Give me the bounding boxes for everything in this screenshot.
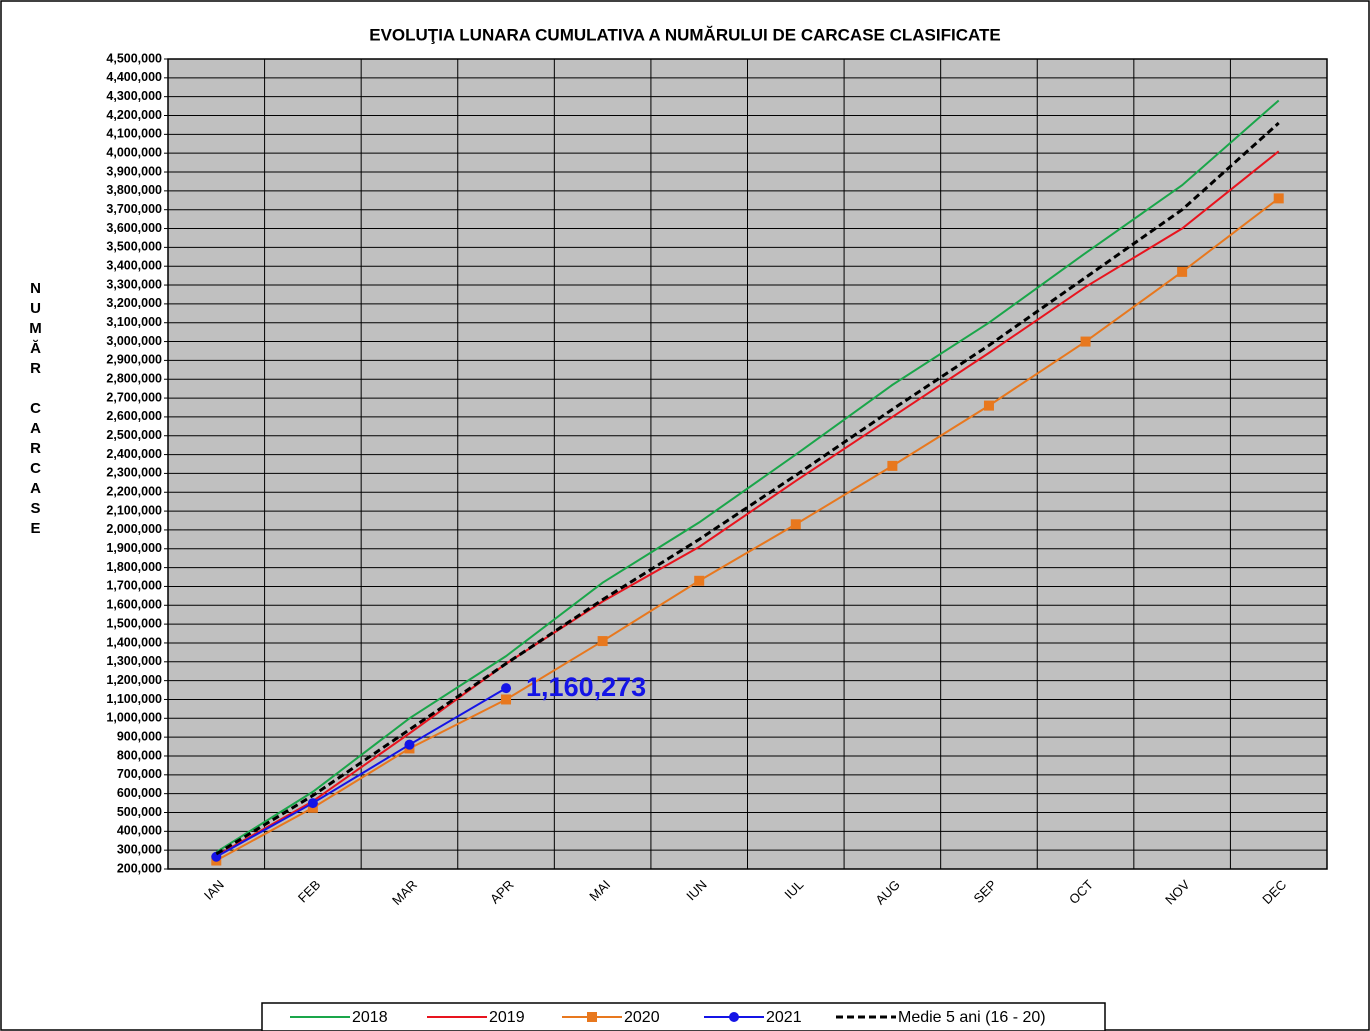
y-tick-label: 2,800,000 [106, 372, 162, 386]
y-tick-label: 4,100,000 [106, 127, 162, 141]
series-line [215, 150, 1280, 857]
y-tick-label: 2,400,000 [106, 447, 162, 461]
marker [1080, 336, 1091, 347]
legend-label: 2019 [489, 1009, 525, 1026]
y-tick-label: 1,600,000 [106, 598, 162, 612]
y-tick-label: 2,700,000 [106, 390, 162, 404]
y-tick-label: 3,500,000 [106, 240, 162, 254]
legend-label: 2020 [624, 1009, 660, 1026]
y-tick-label: 4,200,000 [106, 108, 162, 122]
y-tick-label: 300,000 [117, 842, 162, 856]
y-tick-label: 700,000 [117, 767, 162, 781]
marker [501, 694, 512, 705]
y-tick-label: 1,100,000 [106, 692, 162, 706]
y-tick-label: 3,400,000 [106, 259, 162, 273]
marker [597, 636, 608, 647]
marker [1177, 266, 1188, 277]
series-line [215, 687, 507, 858]
y-tick-label: 500,000 [117, 805, 162, 819]
y-tick-label: 3,000,000 [106, 334, 162, 348]
y-tick-label: 900,000 [117, 729, 162, 743]
y-tick-label: 1,700,000 [106, 579, 162, 593]
marker [887, 460, 898, 471]
y-tick-label: 1,300,000 [106, 654, 162, 668]
y-tick-label: 3,800,000 [106, 183, 162, 197]
y-tick-label: 2,100,000 [106, 503, 162, 517]
y-tick-label: 2,900,000 [106, 353, 162, 367]
y-tick-label: 200,000 [117, 861, 162, 875]
y-tick-label: 2,000,000 [106, 522, 162, 536]
series-line [215, 99, 1280, 853]
legend-label: 2021 [766, 1009, 802, 1026]
y-tick-label: 1,900,000 [106, 541, 162, 555]
y-tick-label: 3,900,000 [106, 164, 162, 178]
y-tick-label: 1,400,000 [106, 635, 162, 649]
y-tick-label: 600,000 [117, 786, 162, 800]
marker [211, 851, 222, 862]
y-tick-label: 3,700,000 [106, 202, 162, 216]
y-axis-label: NUMĂR CARCASE [27, 280, 44, 540]
marker [983, 400, 994, 411]
y-tick-label: 4,400,000 [106, 70, 162, 84]
y-tick-label: 1,500,000 [106, 616, 162, 630]
chart-title: EVOLUŢIA LUNARA CUMULATIVA A NUMĂRULUI D… [369, 25, 1000, 44]
plot-border [167, 58, 1328, 870]
y-tick-label: 3,200,000 [106, 296, 162, 310]
y-tick-label: 3,100,000 [106, 315, 162, 329]
legend-label: Medie 5 ani (16 - 20) [898, 1009, 1046, 1026]
y-tick-label: 2,600,000 [106, 409, 162, 423]
marker [1273, 193, 1284, 204]
marker [694, 575, 705, 586]
y-tick-label: 4,500,000 [106, 51, 162, 65]
y-tick-label: 1,200,000 [106, 673, 162, 687]
y-tick-label: 3,300,000 [106, 277, 162, 291]
data-label: 1,160,273 [526, 672, 646, 702]
y-tick-label: 2,200,000 [106, 485, 162, 499]
y-tick-label: 2,500,000 [106, 428, 162, 442]
y-tick-label: 1,000,000 [106, 711, 162, 725]
y-tick-label: 4,300,000 [106, 89, 162, 103]
y-tick-label: 4,000,000 [106, 145, 162, 159]
marker [307, 798, 318, 809]
marker [404, 739, 415, 750]
marker [790, 519, 801, 530]
legend-marker [729, 1012, 739, 1022]
y-tick-label: 800,000 [117, 748, 162, 762]
y-tick-label: 400,000 [117, 824, 162, 838]
marker [501, 683, 512, 694]
legend-marker [587, 1012, 597, 1022]
legend-label: 2018 [352, 1009, 388, 1026]
y-tick-label: 2,300,000 [106, 466, 162, 480]
series-line [215, 121, 1280, 856]
legend-box [261, 1002, 1106, 1031]
y-tick-label: 3,600,000 [106, 221, 162, 235]
series-line [215, 197, 1280, 862]
y-tick-label: 1,800,000 [106, 560, 162, 574]
